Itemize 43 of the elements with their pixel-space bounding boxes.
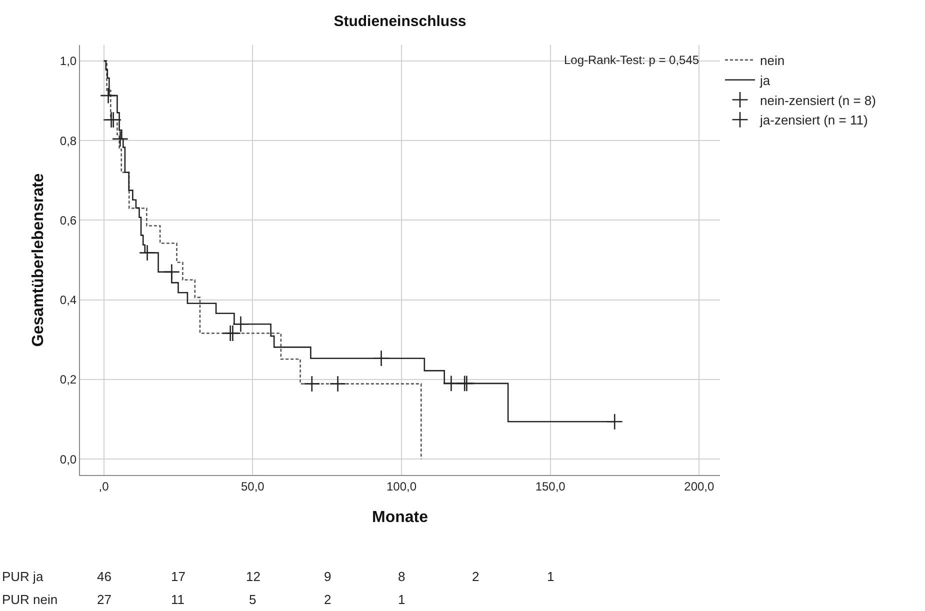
text: 46: [97, 569, 112, 584]
legend-label: ja-zensiert (n = 11): [759, 112, 868, 128]
x-tick-label: 100,0: [386, 479, 417, 494]
text: 2: [324, 592, 332, 607]
x-tick-label: 50,0: [240, 479, 265, 494]
text: 2: [472, 569, 480, 584]
y-tick-label: 0,6: [60, 213, 77, 228]
annotation: Log-Rank-Test: p = 0,545: [564, 53, 700, 67]
y-tick-label: 0,2: [60, 372, 77, 387]
point: [372, 350, 390, 367]
y-tick-label: 1,0: [60, 54, 77, 68]
point: [442, 375, 460, 392]
legend-label: nein: [760, 53, 785, 68]
text: 8: [398, 569, 406, 584]
text: 27: [97, 592, 112, 607]
point: [163, 264, 180, 280]
point: [329, 375, 346, 392]
text: 17: [171, 569, 186, 584]
chart-title: Studieneinschluss: [334, 12, 466, 30]
text: 5: [249, 592, 256, 607]
text: 11: [171, 592, 184, 607]
point: [112, 130, 129, 148]
text: PUR nein: [2, 592, 58, 607]
point: [606, 413, 623, 430]
x-tick-label: 200,0: [684, 479, 714, 494]
text: 12: [246, 569, 260, 584]
text: 1: [547, 569, 554, 584]
text: 1: [398, 592, 406, 607]
y-axis-title: Gesamtüberlebensrate: [30, 173, 47, 347]
legend-label: nein-zensiert (n = 8): [760, 92, 876, 108]
y-tick-label: 0,8: [60, 134, 77, 148]
text: PUR ja: [2, 569, 44, 584]
text: 9: [324, 569, 332, 584]
x-tick-label: ,0: [98, 479, 110, 494]
point: [100, 87, 117, 104]
x-tick-label: 150,0: [535, 479, 566, 494]
point: [232, 316, 250, 332]
x-axis-title: Monate: [372, 509, 428, 526]
legend-label: ja: [759, 72, 771, 88]
y-tick-label: 0,4: [60, 293, 77, 308]
point: [138, 244, 156, 262]
y-tick-label: 0,0: [60, 452, 77, 466]
point: [304, 375, 320, 392]
